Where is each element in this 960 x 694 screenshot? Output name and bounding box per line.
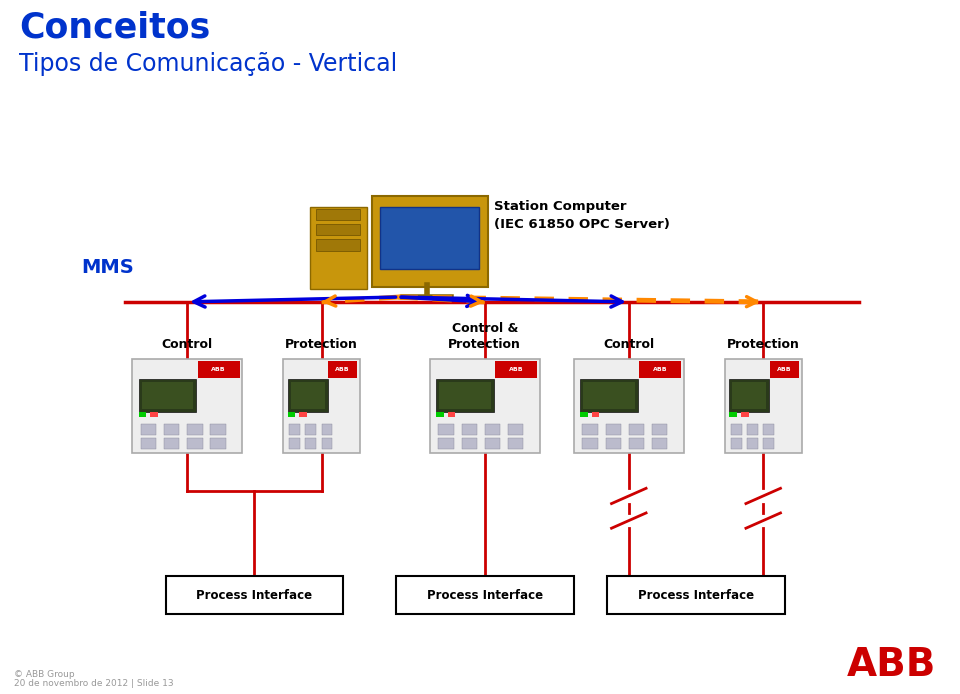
Bar	[629, 439, 644, 450]
Bar	[652, 439, 667, 450]
Bar	[583, 439, 598, 450]
Bar	[289, 425, 300, 436]
Bar	[300, 412, 307, 417]
Text: Conceitos: Conceitos	[19, 10, 210, 44]
Bar	[606, 439, 621, 450]
Text: Protection: Protection	[285, 338, 358, 351]
Bar	[305, 439, 316, 450]
Bar	[580, 412, 588, 417]
Bar	[730, 412, 737, 417]
FancyBboxPatch shape	[310, 207, 367, 289]
Bar	[508, 425, 523, 436]
Bar	[322, 439, 332, 450]
FancyBboxPatch shape	[316, 239, 360, 251]
Text: Station Computer
(IEC 61850 OPC Server): Station Computer (IEC 61850 OPC Server)	[494, 200, 670, 230]
Bar	[164, 439, 180, 450]
Bar	[141, 439, 156, 450]
Bar	[141, 382, 193, 409]
Text: Protection: Protection	[727, 338, 800, 351]
Bar	[439, 425, 454, 436]
Text: © ABB Group: © ABB Group	[14, 670, 75, 679]
Bar	[141, 425, 156, 436]
FancyBboxPatch shape	[372, 196, 488, 287]
Bar	[430, 359, 540, 453]
Bar	[508, 439, 523, 450]
FancyBboxPatch shape	[316, 209, 360, 220]
Bar	[210, 425, 226, 436]
Bar	[741, 412, 749, 417]
Bar	[164, 425, 180, 436]
Text: Control &
Protection: Control & Protection	[448, 322, 521, 351]
Bar	[652, 425, 667, 436]
Bar	[328, 362, 357, 378]
Text: ABB: ABB	[335, 367, 349, 372]
Text: Control: Control	[603, 338, 655, 351]
Bar	[583, 382, 635, 409]
Bar	[150, 412, 157, 417]
Bar	[732, 382, 766, 409]
Bar	[198, 362, 239, 378]
Bar	[439, 382, 491, 409]
Bar	[436, 412, 444, 417]
Bar	[447, 412, 455, 417]
Bar	[583, 425, 598, 436]
Bar	[606, 425, 621, 436]
Bar	[731, 425, 742, 436]
Text: Process Interface: Process Interface	[638, 589, 754, 602]
Bar	[591, 412, 599, 417]
Text: Tipos de Comunicação - Vertical: Tipos de Comunicação - Vertical	[19, 52, 397, 76]
Bar	[436, 379, 493, 412]
Text: ABB: ABB	[653, 367, 667, 372]
Bar	[770, 362, 799, 378]
Bar	[763, 439, 774, 450]
Bar	[725, 359, 802, 453]
Bar	[462, 425, 477, 436]
Text: 20 de novembro de 2012 | Slide 13: 20 de novembro de 2012 | Slide 13	[14, 679, 174, 688]
Bar	[396, 576, 573, 614]
Bar	[132, 359, 242, 453]
Bar	[763, 425, 774, 436]
Bar	[288, 412, 296, 417]
Text: Control: Control	[161, 338, 213, 351]
Bar	[210, 439, 226, 450]
Bar	[283, 359, 360, 453]
Text: ABB: ABB	[509, 367, 523, 372]
Bar	[580, 379, 637, 412]
Bar	[288, 379, 327, 412]
Bar	[166, 576, 344, 614]
Bar	[291, 382, 324, 409]
Bar	[138, 379, 196, 412]
FancyBboxPatch shape	[316, 224, 360, 235]
Bar	[629, 425, 644, 436]
Text: MMS: MMS	[82, 257, 134, 277]
Bar	[495, 362, 538, 378]
Bar	[731, 439, 742, 450]
Text: Process Interface: Process Interface	[427, 589, 542, 602]
Bar	[607, 576, 784, 614]
Bar	[289, 439, 300, 450]
Bar	[187, 425, 203, 436]
Text: ABB: ABB	[847, 645, 936, 684]
Bar	[639, 362, 682, 378]
FancyBboxPatch shape	[380, 207, 479, 269]
Bar	[439, 439, 454, 450]
Bar	[574, 359, 684, 453]
Bar	[485, 425, 500, 436]
Text: ABB: ABB	[211, 367, 226, 372]
Bar	[485, 439, 500, 450]
Bar	[305, 425, 316, 436]
Bar	[747, 439, 757, 450]
Bar	[322, 425, 332, 436]
Bar	[462, 439, 477, 450]
Bar	[187, 439, 203, 450]
Text: Process Interface: Process Interface	[197, 589, 312, 602]
Text: ABB: ABB	[777, 367, 791, 372]
Bar	[730, 379, 769, 412]
Bar	[747, 425, 757, 436]
Bar	[138, 412, 146, 417]
